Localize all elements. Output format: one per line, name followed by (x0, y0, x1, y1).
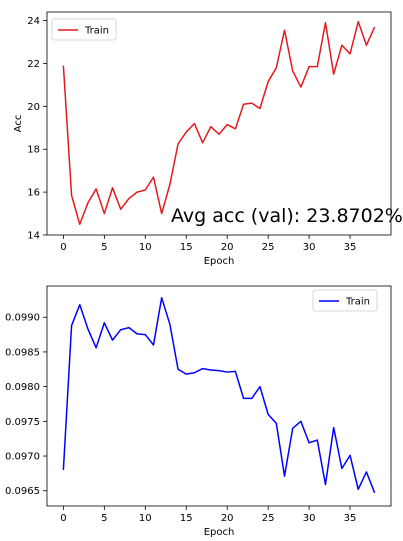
x-tick-label: 25 (262, 513, 275, 524)
annotation-avg-acc: Avg acc (val): 23.8702% (171, 205, 403, 227)
x-tick-label: 10 (139, 242, 152, 253)
y-tick-label: 0.0975 (5, 417, 40, 428)
x-tick-label: 25 (262, 242, 275, 253)
x-axis-label: Epoch (204, 256, 235, 267)
x-tick-label: 30 (303, 242, 316, 253)
x-tick-label: 30 (303, 513, 316, 524)
x-tick-label: 35 (344, 513, 357, 524)
x-axis-label: Epoch (204, 527, 235, 538)
x-tick-label: 0 (60, 242, 66, 253)
series-line-0 (62, 20, 376, 226)
x-tick-label: 0 (60, 513, 66, 524)
legend: Train (312, 289, 378, 312)
y-tick-label: 0.0990 (5, 313, 40, 324)
legend-label: Train (84, 26, 109, 37)
x-tick-label: 35 (344, 242, 357, 253)
x-tick-label: 10 (139, 513, 152, 524)
loss-chart: 0 5 10 15 20 25 30 35 0.0965 0.0970 0.0975 0.0980 0.… (5, 285, 392, 538)
plot-frame (46, 285, 392, 507)
y-tick-label: 22 (27, 59, 40, 70)
y-tick-label: 0.0965 (5, 486, 40, 497)
y-tick-label: 14 (27, 231, 40, 242)
legend-label: Train (345, 297, 370, 308)
legend-box (312, 289, 378, 312)
plot-frame (46, 11, 392, 236)
x-tick-label: 15 (180, 242, 193, 253)
y-tick-label: 18 (27, 145, 40, 156)
legend-box (51, 18, 117, 41)
y-tick-label: 0.0970 (5, 452, 40, 463)
y-axis-label: Acc (13, 115, 24, 133)
accuracy-chart: 0 5 10 15 20 25 30 35 14 16 18 20 22 24 Epoch Acc Train A… (13, 11, 403, 267)
y-tick-label: 0.0980 (5, 382, 40, 393)
y-tick-label: 24 (27, 16, 40, 27)
legend: Train (51, 18, 117, 41)
x-tick-label: 5 (101, 242, 107, 253)
series-line-0 (62, 297, 376, 494)
y-tick-label: 20 (27, 102, 40, 113)
x-tick-label: 15 (180, 513, 193, 524)
x-tick-label: 5 (101, 513, 107, 524)
x-tick-label: 20 (221, 513, 234, 524)
x-tick-label: 20 (221, 242, 234, 253)
y-tick-label: 0.0985 (5, 347, 40, 358)
y-tick-label: 16 (27, 188, 40, 199)
